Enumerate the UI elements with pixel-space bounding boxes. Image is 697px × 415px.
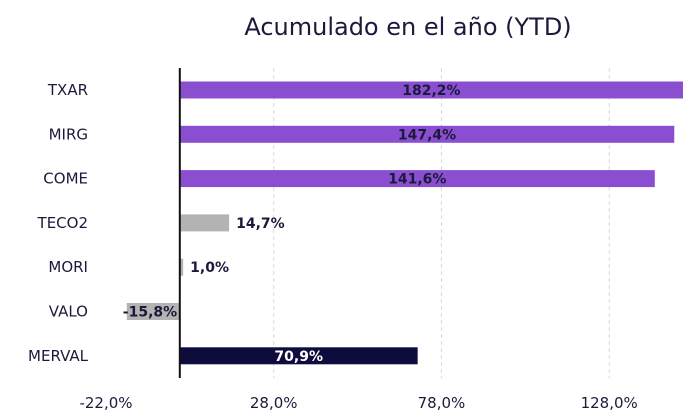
bars	[126, 81, 684, 365]
bar-valo	[126, 303, 180, 320]
data-label: 182,2%	[402, 83, 460, 99]
category-labels: TXAR MIRG COME TECO2 MORI VALO MERVAL	[28, 81, 89, 365]
bar-mirg	[179, 125, 675, 143]
data-labels: 182,2% 147,4% 141,6% 14,7% 1,0% -15,8% 70,9%	[123, 83, 461, 365]
category-label: TXAR	[47, 81, 88, 99]
bar-teco2	[179, 214, 230, 232]
x-tick-label: 128,0%	[581, 394, 638, 412]
data-label: -15,8%	[123, 305, 177, 321]
chart-title: Acumulado en el año (YTD)	[244, 13, 571, 41]
data-label: 141,6%	[388, 172, 446, 188]
category-label: MERVAL	[28, 347, 89, 365]
category-label: COME	[43, 170, 88, 188]
category-label: TECO2	[37, 214, 88, 232]
category-label: MIRG	[49, 125, 88, 143]
grid-lines	[273, 68, 610, 378]
bar-merval	[179, 347, 418, 365]
data-label: 147,4%	[398, 127, 456, 143]
bar-mori	[179, 258, 184, 276]
bar-come	[179, 170, 655, 188]
x-tick-label: -22,0%	[79, 394, 132, 412]
x-tick-label: 28,0%	[250, 394, 298, 412]
data-label: 1,0%	[190, 260, 229, 276]
x-tick-label: 78,0%	[418, 394, 466, 412]
bar-txar	[179, 81, 684, 99]
data-label: 70,9%	[274, 349, 323, 365]
category-label: VALO	[49, 303, 88, 321]
category-label: MORI	[48, 258, 88, 276]
x-axis-ticks: -22,0% 28,0% 78,0% 128,0%	[79, 394, 637, 412]
data-label: 14,7%	[236, 216, 285, 232]
